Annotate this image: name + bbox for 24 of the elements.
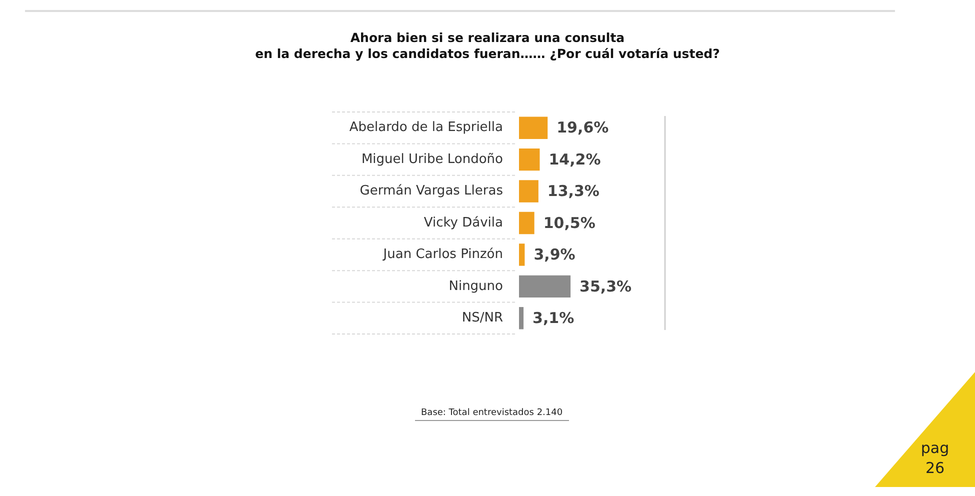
data-label: 19,6% [556,118,609,137]
bar [519,244,525,266]
data-label: 14,2% [548,150,601,168]
text: pag 26 [920,438,950,478]
bar [519,148,540,171]
data-label: 13,3% [547,182,600,200]
bar [519,307,524,330]
y-tick-label: Juan Carlos Pinzón [382,247,503,262]
text: Base: Total entrevistados 2.140 [415,406,569,421]
chart-title: Ahora bien si se realizara una consulta en la derecha y los candidatos fueran…… ¿Por cuál votaría usted? [254,30,721,62]
data-label: 3,9% [534,246,576,264]
data-label: 35,3% [580,277,632,296]
bar [519,116,548,139]
bar [519,275,571,298]
data-label: 3,1% [532,309,574,328]
y-tick-label: NS/NR [462,310,503,326]
bar [519,212,534,234]
data-label: 10,5% [543,214,596,232]
y-tick-label: Ninguno [448,278,504,294]
y-tick-label: Vicky Dávila [424,215,503,230]
bar [519,180,538,202]
y-tick-label: Germán Vargas Lleras [360,184,504,199]
y-tick-label: Abelardo de la Espriella [349,120,503,136]
y-tick-label: Miguel Uribe Londoño [361,152,504,167]
